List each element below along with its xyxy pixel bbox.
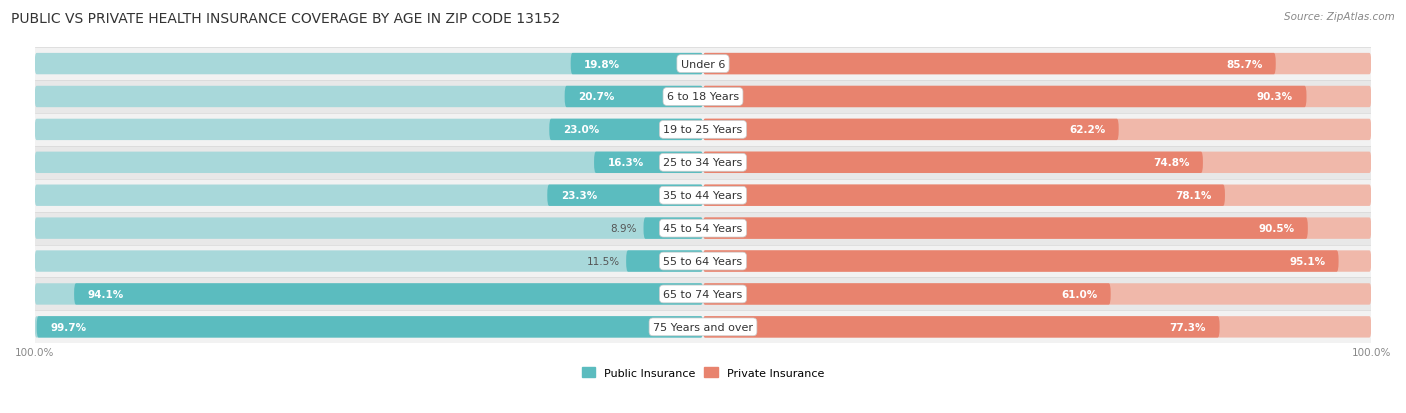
FancyBboxPatch shape [703,218,1371,239]
FancyBboxPatch shape [703,218,1308,239]
Text: 45 to 54 Years: 45 to 54 Years [664,223,742,234]
FancyBboxPatch shape [595,152,703,173]
FancyBboxPatch shape [35,87,703,108]
FancyBboxPatch shape [703,251,1339,272]
FancyBboxPatch shape [35,251,703,272]
FancyBboxPatch shape [550,119,703,141]
FancyBboxPatch shape [703,152,1204,173]
Text: 19.8%: 19.8% [583,59,620,69]
FancyBboxPatch shape [565,87,703,108]
FancyBboxPatch shape [35,316,703,338]
FancyBboxPatch shape [703,316,1371,338]
Bar [35,311,1371,344]
FancyBboxPatch shape [75,284,703,305]
FancyBboxPatch shape [703,185,1371,206]
Text: 6 to 18 Years: 6 to 18 Years [666,92,740,102]
FancyBboxPatch shape [547,185,703,206]
FancyBboxPatch shape [35,284,703,305]
Text: 90.3%: 90.3% [1257,92,1294,102]
FancyBboxPatch shape [703,87,1371,108]
FancyBboxPatch shape [626,251,703,272]
Bar [35,179,1371,212]
Text: 61.0%: 61.0% [1062,289,1097,299]
Text: Under 6: Under 6 [681,59,725,69]
FancyBboxPatch shape [35,119,703,141]
Text: 99.7%: 99.7% [51,322,86,332]
FancyBboxPatch shape [703,119,1371,141]
FancyBboxPatch shape [35,54,703,75]
Text: 74.8%: 74.8% [1153,158,1189,168]
FancyBboxPatch shape [703,152,1371,173]
FancyBboxPatch shape [571,54,703,75]
Text: 35 to 44 Years: 35 to 44 Years [664,191,742,201]
FancyBboxPatch shape [703,251,1371,272]
FancyBboxPatch shape [703,119,1119,141]
Legend: Public Insurance, Private Insurance: Public Insurance, Private Insurance [578,363,828,382]
Text: 23.0%: 23.0% [562,125,599,135]
FancyBboxPatch shape [703,87,1306,108]
Bar [35,147,1371,179]
FancyBboxPatch shape [703,185,1225,206]
Text: 78.1%: 78.1% [1175,191,1212,201]
Text: PUBLIC VS PRIVATE HEALTH INSURANCE COVERAGE BY AGE IN ZIP CODE 13152: PUBLIC VS PRIVATE HEALTH INSURANCE COVER… [11,12,561,26]
Text: 16.3%: 16.3% [607,158,644,168]
Text: 77.3%: 77.3% [1170,322,1206,332]
Text: 85.7%: 85.7% [1226,59,1263,69]
Text: 95.1%: 95.1% [1289,256,1326,266]
Bar [35,212,1371,245]
FancyBboxPatch shape [35,218,703,239]
Text: 75 Years and over: 75 Years and over [652,322,754,332]
FancyBboxPatch shape [703,284,1371,305]
Text: 25 to 34 Years: 25 to 34 Years [664,158,742,168]
Text: 20.7%: 20.7% [578,92,614,102]
Bar [35,245,1371,278]
FancyBboxPatch shape [35,185,703,206]
Bar [35,278,1371,311]
Text: 19 to 25 Years: 19 to 25 Years [664,125,742,135]
FancyBboxPatch shape [35,152,703,173]
Text: Source: ZipAtlas.com: Source: ZipAtlas.com [1284,12,1395,22]
Bar [35,48,1371,81]
FancyBboxPatch shape [703,316,1219,338]
Text: 94.1%: 94.1% [87,289,124,299]
Text: 8.9%: 8.9% [610,223,637,234]
Text: 23.3%: 23.3% [561,191,598,201]
Text: 65 to 74 Years: 65 to 74 Years [664,289,742,299]
FancyBboxPatch shape [703,284,1111,305]
FancyBboxPatch shape [703,54,1371,75]
FancyBboxPatch shape [37,316,703,338]
Text: 90.5%: 90.5% [1258,223,1295,234]
Bar [35,114,1371,147]
FancyBboxPatch shape [703,54,1275,75]
Bar [35,81,1371,114]
Text: 62.2%: 62.2% [1069,125,1105,135]
FancyBboxPatch shape [644,218,703,239]
Text: 55 to 64 Years: 55 to 64 Years [664,256,742,266]
Text: 11.5%: 11.5% [586,256,620,266]
